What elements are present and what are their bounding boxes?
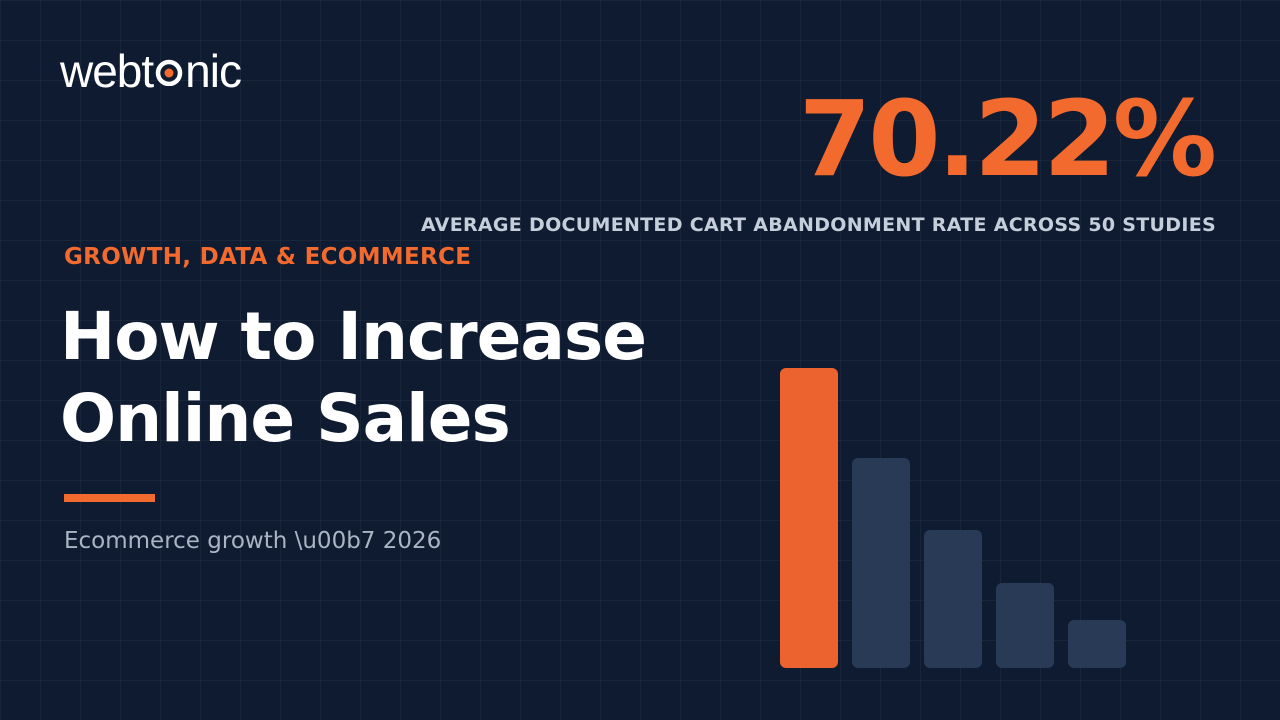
eyebrow: GROWTH, DATA & ECOMMERCE [64,244,472,270]
title: How to Increase Online Sales [60,296,647,460]
bar [852,458,910,668]
bar [780,368,838,668]
accent-rule [64,494,155,502]
logo: webt nic [60,44,242,98]
title-line: How to Increase [60,298,647,375]
bar [996,583,1054,668]
stat-caption: AVERAGE DOCUMENTED CART ABANDONMENT RATE… [420,214,1216,236]
bar [924,530,982,668]
logo-o [155,59,183,86]
logo-text: webt [60,45,154,97]
logo-text: nic [185,45,242,97]
subtitle: Ecommerce growth \u00b7 2026 [64,528,442,554]
title-line: Online Sales [60,380,511,457]
stat-value: 70.22% [798,78,1217,200]
bar [1068,620,1126,668]
